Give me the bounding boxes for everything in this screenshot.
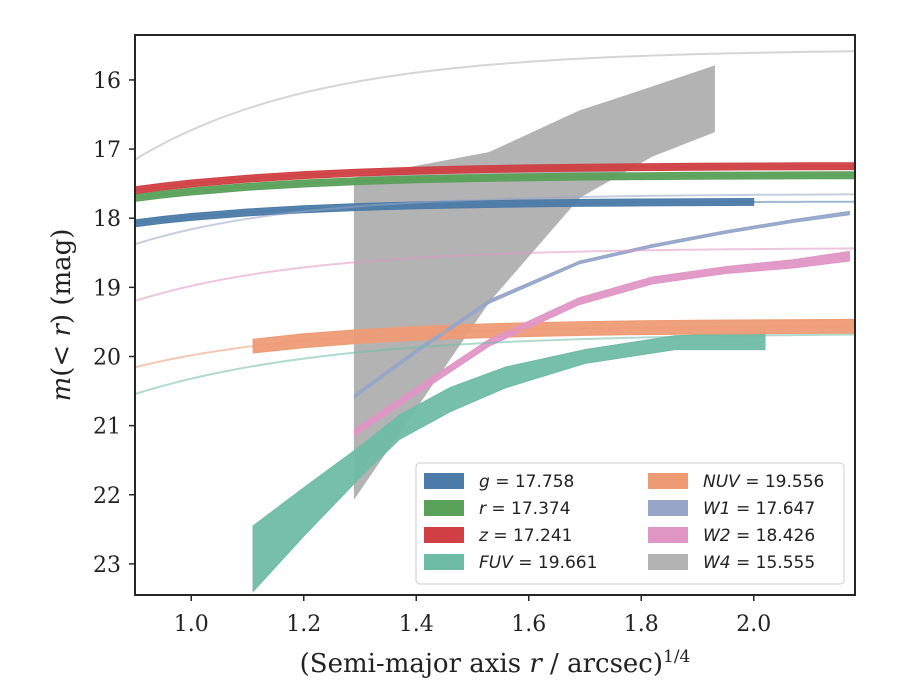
legend-swatch-g (424, 473, 464, 489)
legend-label-z: z = 17.241 (478, 526, 572, 546)
model-curve-fuv (135, 333, 855, 396)
x-axis-title: (Semi-major axis r / arcsec)1/4 (300, 647, 691, 679)
model-curve-w4 (135, 50, 855, 161)
model-curve-r (135, 174, 855, 199)
y-tick-label: 18 (93, 207, 121, 232)
legend-box (415, 462, 845, 585)
y-axis: 16 17 18 19 20 21 22 23 (93, 69, 135, 578)
legend-swatch-w2 (648, 527, 688, 543)
x-tick-label: 1.2 (286, 612, 321, 637)
band-r (135, 171, 855, 202)
legend-swatch-w1 (648, 500, 688, 516)
y-axis-title: m(< r) (mag) (47, 229, 77, 402)
x-tick-label: 1.6 (511, 612, 546, 637)
legend: g = 17.758 r = 17.374 z = 17.241 FUV = 19.6… (415, 462, 845, 585)
model-curve-g (135, 200, 855, 225)
y-tick-label: 19 (93, 276, 121, 301)
y-tick-label: 23 (93, 553, 121, 578)
legend-swatch-z (424, 527, 464, 543)
x-tick-label: 1.8 (624, 612, 659, 637)
legend-label-w4: W4 = 15.555 (703, 553, 815, 573)
x-tick-label: 2.0 (736, 612, 771, 637)
legend-swatch-fuv (424, 554, 464, 570)
band-fuv (252, 331, 766, 593)
y-tick-label: 22 (93, 484, 121, 509)
legend-label-fuv: FUV = 19.661 (479, 553, 597, 573)
x-axis: 1.0 1.2 1.4 1.6 1.8 2.0 (174, 595, 771, 637)
x-tick-label: 1.4 (399, 612, 434, 637)
plot-frame (134, 34, 856, 596)
legend-swatch-nuv (648, 473, 688, 489)
model-curve-z (135, 165, 855, 192)
legend-label-w1: W1 = 17.647 (703, 499, 815, 519)
legend-swatch-w4 (648, 554, 688, 570)
model-curve-w1 (135, 193, 855, 246)
legend-label-w2: W2 = 18.426 (703, 526, 815, 546)
y-tick-label: 21 (93, 415, 121, 440)
legend-label-g: g = 17.758 (479, 472, 574, 492)
legend-swatch-r (424, 500, 464, 516)
y-tick-label: 17 (93, 138, 121, 163)
model-curve-nuv (135, 325, 855, 369)
legend-label-nuv: NUV = 19.556 (703, 472, 824, 492)
band-w2 (353, 250, 850, 437)
series-lines (135, 50, 855, 396)
legend-label-r: r = 17.374 (479, 499, 571, 519)
band-w1 (353, 210, 850, 399)
y-tick-label: 16 (93, 69, 121, 94)
band-g (135, 197, 755, 228)
model-curve-w2 (135, 247, 855, 302)
x-tick-label: 1.0 (174, 612, 209, 637)
y-tick-label: 20 (93, 345, 121, 370)
band-w4 (353, 65, 715, 500)
